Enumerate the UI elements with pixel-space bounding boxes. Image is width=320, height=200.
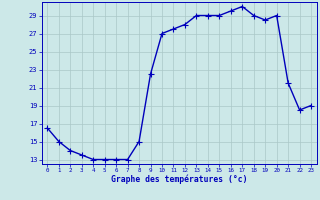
- X-axis label: Graphe des températures (°c): Graphe des températures (°c): [111, 175, 247, 184]
